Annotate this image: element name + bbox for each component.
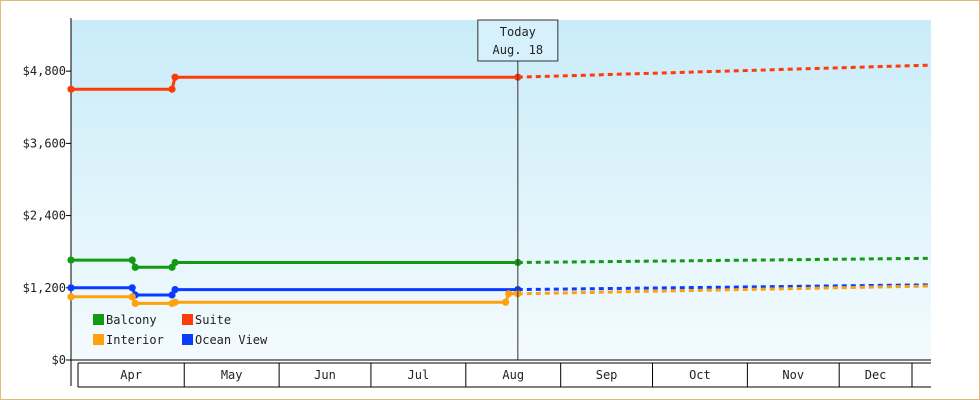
legend-label-interior: Interior [106, 333, 164, 347]
today-label-box [477, 19, 559, 62]
x-tick-label: Nov [782, 368, 804, 382]
y-tick-label: $3,600 [23, 136, 66, 150]
x-tick-label: Dec [865, 368, 887, 382]
data-point-balcony [171, 258, 179, 267]
data-point-interior [505, 290, 513, 298]
series-suite [67, 63, 932, 93]
today-label-line1: Today [500, 25, 536, 39]
today-marker: Today Aug. 18 [477, 19, 559, 360]
x-tick-label: Sep [596, 368, 618, 382]
legend-label-ocean-view: Ocean View [195, 333, 268, 347]
legend-swatch-suite [182, 314, 193, 325]
forecast-line-ocean-view [517, 283, 932, 292]
series-line-ocean-view [71, 286, 518, 297]
legend-swatch-interior [93, 334, 104, 345]
legend: Balcony Suite Interior Ocean View [93, 313, 268, 347]
y-tick-label: $2,400 [23, 209, 66, 223]
legend-swatch-balcony [93, 314, 104, 325]
data-point-ocean-view [171, 285, 179, 294]
data-point-balcony [67, 256, 75, 264]
forecast-line-suite [517, 63, 932, 79]
series-ocean-view [67, 283, 932, 299]
y-axis: $0 $1,200 $2,400 $3,600 $4,800 [23, 18, 72, 386]
data-point-balcony [128, 256, 136, 264]
data-point-ocean-view [168, 291, 176, 299]
legend-swatch-ocean-view [182, 334, 193, 345]
x-tick-label: Apr [120, 368, 142, 382]
y-tick-label: $1,200 [23, 281, 66, 295]
data-point-balcony [131, 263, 139, 271]
x-tick-label: Jun [314, 368, 336, 382]
forecast-line-balcony [517, 256, 932, 264]
today-label-line2: Aug. 18 [493, 43, 544, 57]
x-tick-label: Oct [689, 368, 711, 382]
series-interior [67, 284, 932, 308]
data-point-suite [67, 85, 75, 93]
plot-area [71, 20, 931, 360]
series-line-balcony [71, 258, 518, 269]
x-tick-label: Jul [408, 368, 430, 382]
x-tick-label: May [221, 368, 243, 382]
y-tick-label: $0 [52, 353, 66, 367]
series-layer [67, 63, 932, 308]
data-point-interior [171, 298, 179, 306]
data-point-interior [501, 298, 510, 306]
series-line-suite [71, 75, 518, 91]
x-tick-label: Aug [502, 368, 524, 382]
legend-label-suite: Suite [195, 313, 231, 327]
data-point-interior [67, 293, 75, 301]
data-point-suite [168, 85, 176, 93]
y-tick-label: $4,800 [23, 64, 66, 78]
legend-label-balcony: Balcony [106, 313, 157, 327]
forecast-line-interior [517, 284, 932, 296]
data-point-interior [131, 299, 139, 308]
data-point-ocean-view [67, 284, 75, 292]
data-point-suite [171, 73, 179, 81]
data-point-ocean-view [128, 284, 136, 292]
data-point-interior [128, 293, 136, 301]
x-axis: Apr May Jun Jul Aug Sep Oct Nov Dec [71, 359, 931, 388]
